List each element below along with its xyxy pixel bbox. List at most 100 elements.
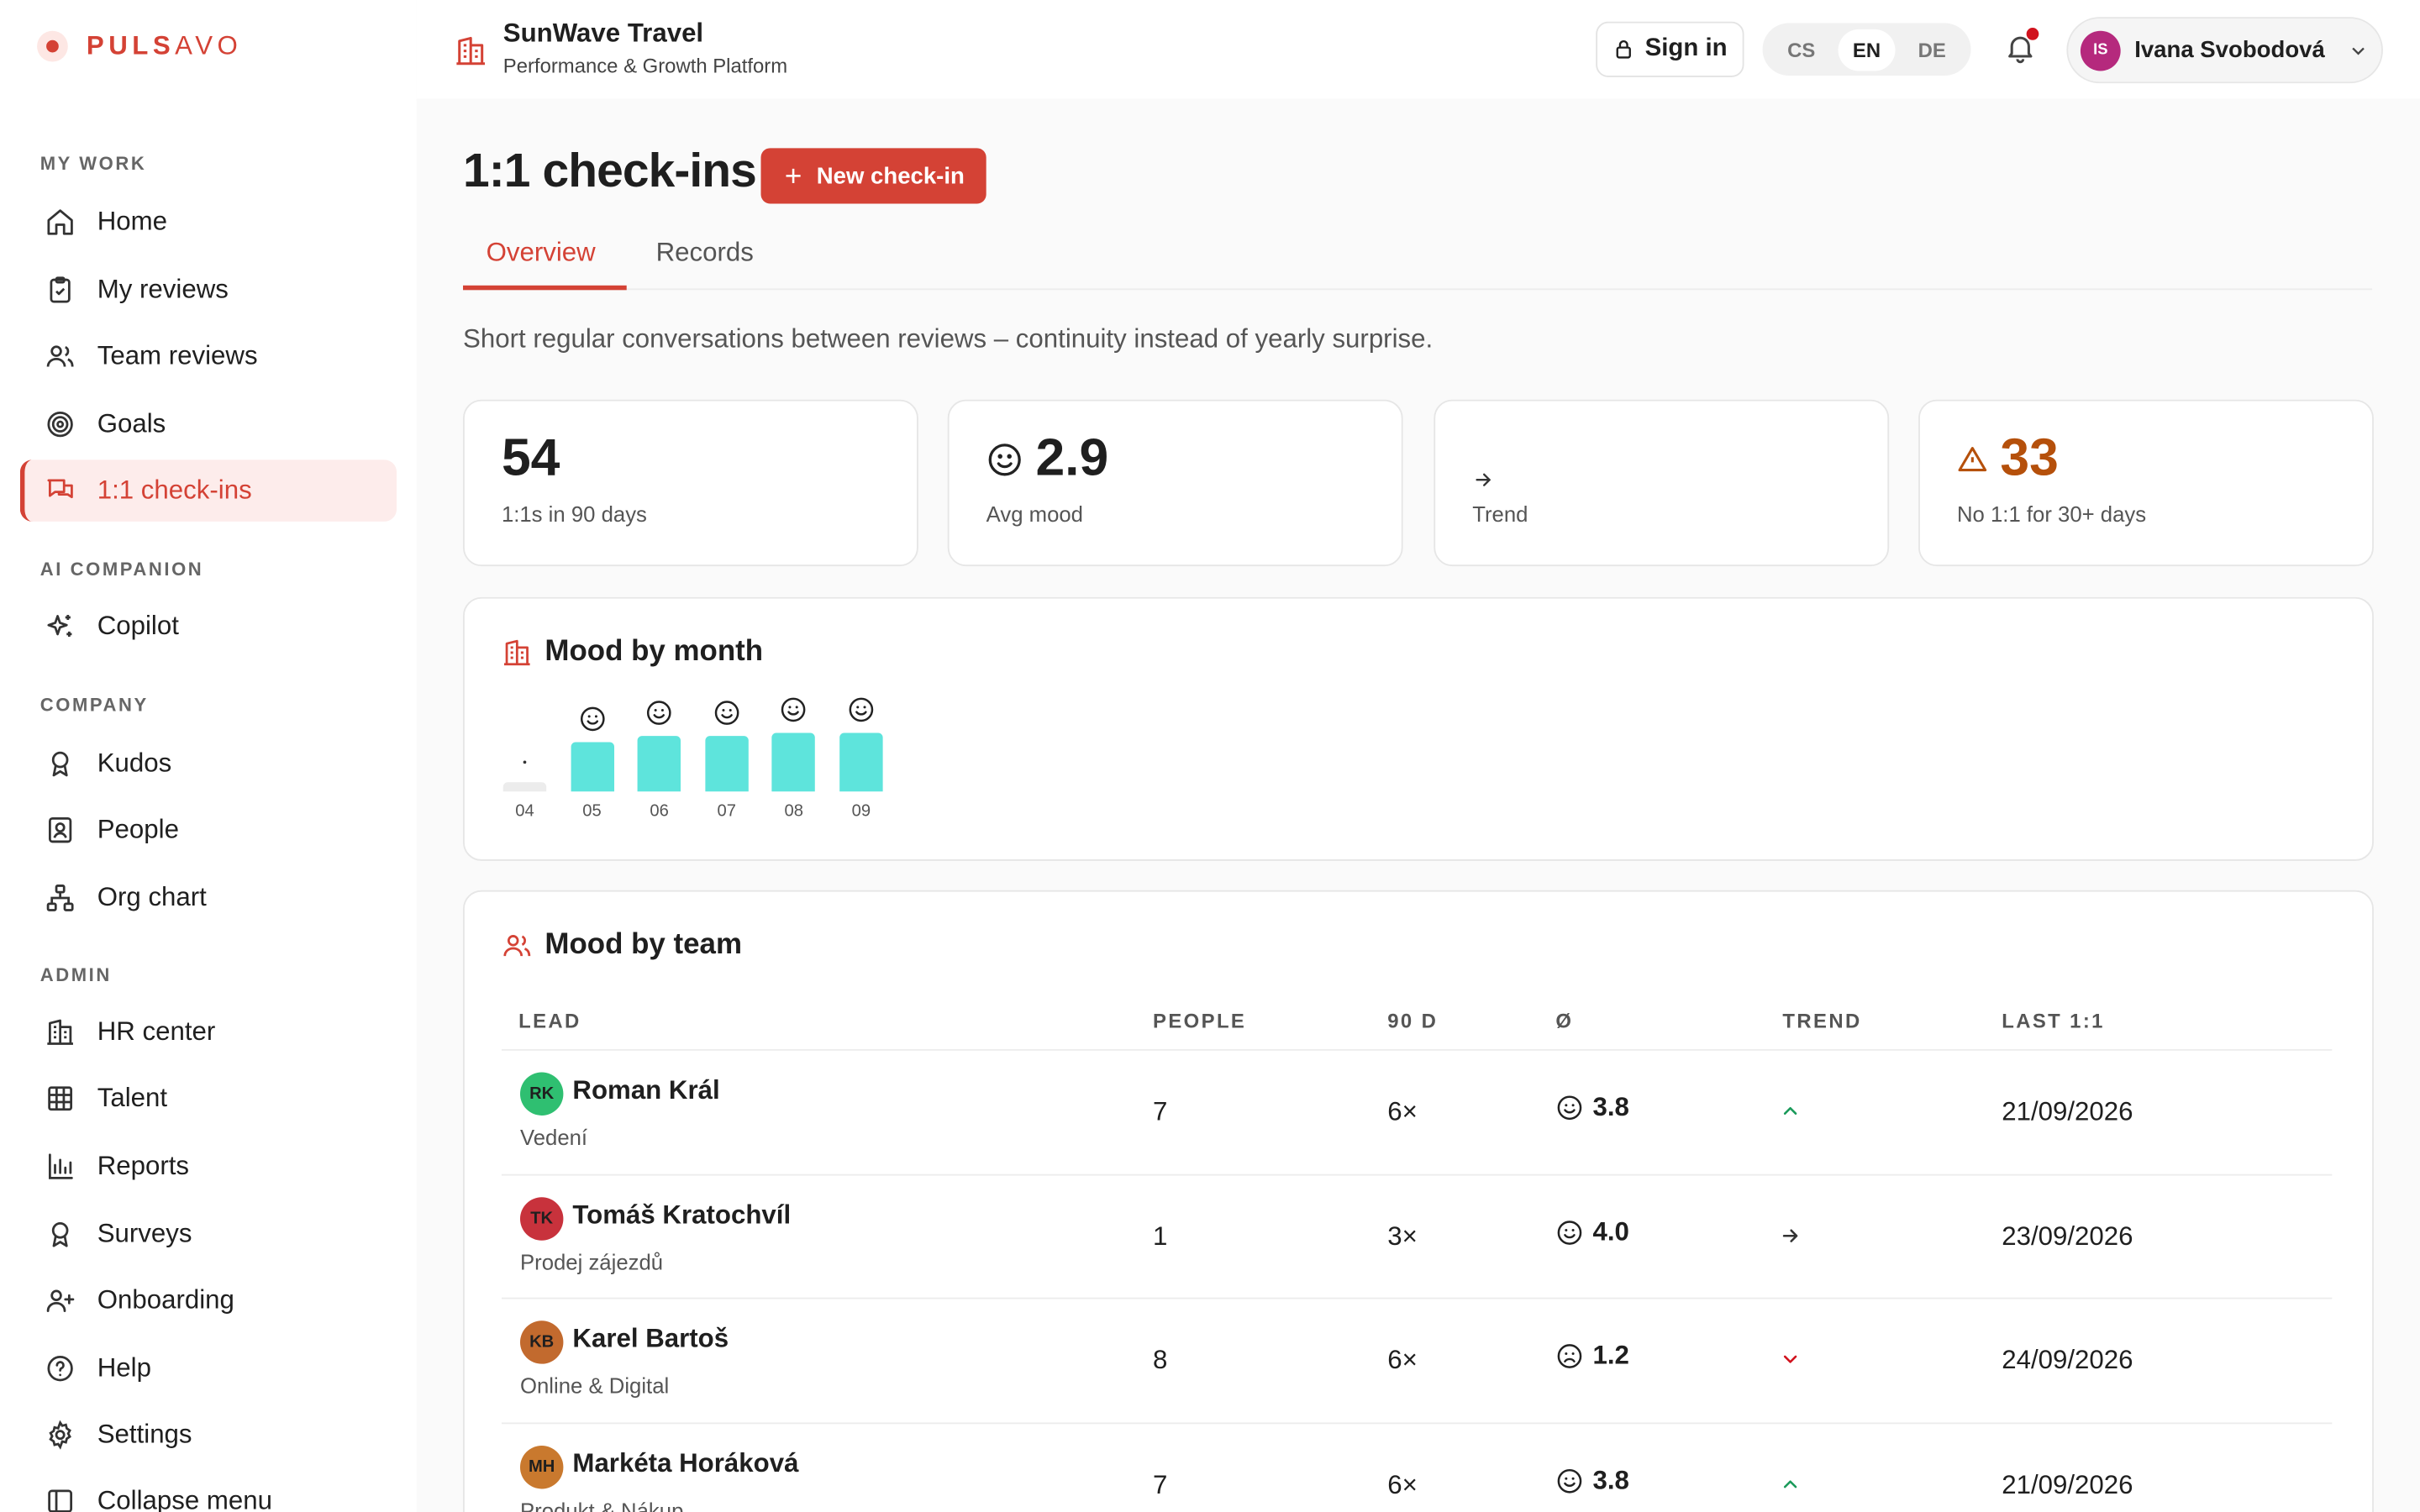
lead-department: Prodej zájezdů — [519, 1248, 664, 1274]
sidebar-item-goals[interactable]: Goals — [20, 393, 397, 454]
sidebar-item-help[interactable]: Help — [20, 1337, 397, 1399]
tab-overview[interactable]: Overview — [486, 237, 596, 267]
bar-column-07: 07 — [703, 691, 750, 830]
brand-logo[interactable]: PULSAVO — [37, 30, 242, 62]
lead-name[interactable]: Karel Bartoš — [572, 1323, 729, 1353]
sidebar-item-checkins[interactable]: 1:1 check-ins — [19, 459, 397, 522]
smile-icon — [1557, 1220, 1582, 1244]
lead-name[interactable]: Roman Král — [572, 1075, 720, 1105]
sidebar-item-my-reviews[interactable]: My reviews — [20, 260, 397, 321]
bar-column-05: 05 — [569, 691, 615, 830]
lock-icon — [1616, 39, 1631, 59]
avatar: TK — [519, 1196, 564, 1240]
people-count: 1 — [1153, 1221, 1168, 1251]
checkin-count: 6× — [1387, 1345, 1418, 1375]
sidebar-item-onboarding[interactable]: Onboarding — [20, 1270, 397, 1331]
smile-icon — [580, 706, 604, 732]
column-header-people[interactable]: PEOPLE — [1153, 1009, 1247, 1032]
language-option-en[interactable]: EN — [1839, 28, 1895, 71]
smile-icon — [849, 697, 874, 722]
stat-value: 54 — [501, 428, 560, 488]
users-icon — [503, 935, 531, 957]
column-header-90d[interactable]: 90 D — [1387, 1009, 1439, 1032]
home-icon — [47, 209, 73, 235]
column-header-trend[interactable]: TREND — [1782, 1009, 1862, 1032]
smile-icon — [714, 701, 739, 725]
mood-bar[interactable] — [772, 732, 816, 792]
stat-label: 1:1s in 90 days — [501, 501, 647, 527]
smile-icon — [781, 697, 807, 722]
collapse-menu-button[interactable]: Collapse menu — [20, 1470, 397, 1512]
user-menu[interactable]: IS Ivana Svobodová — [2066, 17, 2383, 84]
sidebar-item-copilot[interactable]: Copilot — [20, 596, 397, 657]
mood-bar[interactable] — [839, 732, 883, 792]
warning-icon — [1958, 446, 1987, 471]
mood-bar[interactable] — [637, 736, 681, 792]
top-header: SunWave Travel Performance & Growth Plat… — [416, 0, 2420, 101]
lead-name[interactable]: Markéta Horáková — [572, 1447, 799, 1478]
organization-subtitle: Performance & Growth Platform — [502, 54, 788, 77]
lead-name[interactable]: Tomáš Kratochvíl — [572, 1200, 792, 1229]
table-row[interactable]: MH Markéta Horáková Produkt & Nákup 7 6× 21/0… — [501, 1421, 2333, 1512]
stat-label: Trend — [1472, 501, 1528, 527]
stat-value: 33 — [2000, 428, 2059, 488]
sidebar-item-team-reviews[interactable]: Team reviews — [20, 326, 397, 387]
table-row[interactable]: RK Roman Král Vedení 7 6× 21/09/2026 3.8 — [501, 1048, 2333, 1174]
chat-icon — [47, 479, 73, 499]
stat-card-avg-mood: 2.9 Avg mood — [947, 399, 1403, 567]
sidebar-item-kudos[interactable]: Kudos — [20, 732, 397, 794]
id-card-icon — [49, 817, 72, 843]
mood-score: 3.8 — [1555, 1092, 1629, 1123]
language-option-cs[interactable]: CS — [1787, 38, 1816, 61]
sidebar-item-talent[interactable]: Talent — [20, 1068, 397, 1129]
org-chart-icon — [46, 885, 74, 911]
award-icon — [51, 1222, 69, 1247]
stat-card-checkins: 54 1:1s in 90 days — [463, 399, 918, 567]
sidebar-item-settings[interactable]: Settings — [20, 1404, 397, 1465]
column-header-lead[interactable]: LEAD — [518, 1009, 581, 1032]
checkin-count: 6× — [1387, 1469, 1418, 1499]
trend-flat-icon — [1782, 1228, 1798, 1242]
sidebar-item-surveys[interactable]: Surveys — [20, 1204, 397, 1265]
mood-bar[interactable] — [570, 742, 614, 792]
grid-icon — [48, 1086, 73, 1111]
tabs: Overview Records — [463, 222, 2373, 291]
active-tab-indicator — [463, 285, 627, 291]
bell-icon[interactable] — [2003, 31, 2037, 65]
sidebar-item-hr-center[interactable]: HR center — [20, 1001, 397, 1063]
smile-icon — [647, 701, 671, 725]
sidebar: PULSAVO MY WORK AI COMPANION COMPANY ADM… — [0, 0, 418, 1512]
main-content: 1:1 check-ins New check-in Overview Reco… — [416, 98, 2420, 1512]
language-option-de[interactable]: DE — [1918, 38, 1946, 61]
building-icon — [47, 1019, 73, 1045]
mood-bar[interactable] — [502, 782, 547, 792]
mood-bar[interactable] — [705, 736, 749, 792]
mood-bar-chart: 04 05 06 07 08 09 — [502, 691, 965, 830]
last-checkin-date: 24/09/2026 — [2002, 1345, 2133, 1375]
table-row[interactable]: TK Tomáš Kratochvíl Prodej zájezdů 1 3× 23/09… — [501, 1173, 2333, 1299]
sidebar-item-home[interactable]: Home — [20, 192, 397, 253]
award-icon — [51, 751, 69, 777]
new-check-in-button[interactable]: New check-in — [760, 148, 986, 204]
month-label: 09 — [851, 802, 871, 822]
tab-records[interactable]: Records — [655, 237, 754, 267]
smile-icon — [1557, 1468, 1582, 1493]
sidebar-item-people[interactable]: People — [20, 799, 397, 860]
bar-column-06: 06 — [636, 691, 682, 830]
section-label-my-work: MY WORK — [39, 152, 147, 175]
organization-switcher[interactable]: SunWave Travel Performance & Growth Plat… — [454, 18, 787, 77]
avatar: KB — [519, 1320, 564, 1364]
bar-column-04: 04 — [502, 691, 548, 830]
sidebar-item-reports[interactable]: Reports — [20, 1136, 397, 1197]
column-header-avg[interactable]: Ø — [1555, 1009, 1574, 1032]
frown-icon — [1557, 1344, 1582, 1368]
sign-in-button[interactable]: Sign in — [1596, 21, 1744, 77]
building-icon — [456, 36, 486, 66]
month-label: 07 — [717, 802, 736, 822]
trend-up-icon — [1783, 1106, 1797, 1115]
avatar: RK — [519, 1072, 564, 1116]
column-header-last[interactable]: LAST 1:1 — [2002, 1009, 2105, 1032]
sidebar-item-org-chart[interactable]: Org chart — [20, 867, 397, 928]
table-row[interactable]: KB Karel Bartoš Online & Digital 8 6× 24/09/2… — [501, 1297, 2333, 1423]
checkin-count: 3× — [1387, 1221, 1418, 1251]
